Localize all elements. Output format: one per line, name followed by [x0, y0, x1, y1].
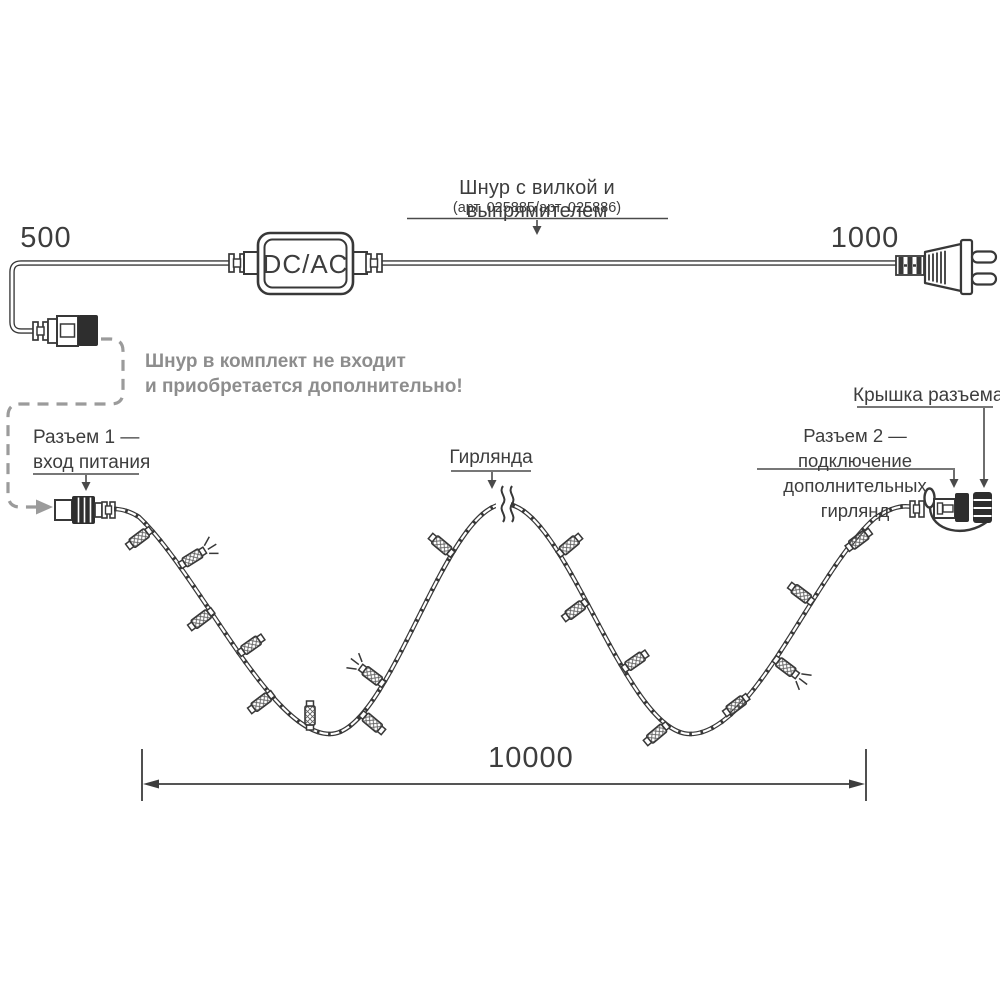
bulb-13 [641, 719, 672, 748]
cord-label-leader [407, 217, 668, 235]
dashed-arrow-head [36, 499, 53, 515]
bulb-2-spark [175, 536, 221, 574]
cord-note: Шнур в комплект не входит и приобретаетс… [145, 349, 463, 399]
connector2-label-leader [757, 468, 959, 488]
bulb-12 [619, 648, 651, 675]
cord-note-line2: и приобретается дополнительно! [145, 376, 463, 397]
garland-wire [113, 501, 913, 737]
garland-label: Гирлянда [449, 447, 533, 468]
connector2-label: Разъем 2 — подключение дополнительных ги… [750, 423, 960, 523]
bulb-15-spark [768, 651, 813, 691]
connector1-label: Разъем 1 — вход питания [33, 425, 150, 475]
bulb-14 [720, 691, 752, 719]
dimension-line [141, 749, 867, 801]
cord-length-left: 500 [20, 222, 72, 254]
cord-end-connector [32, 315, 98, 347]
connector1-leader [33, 473, 139, 491]
bulb-8-spark [345, 651, 390, 691]
bulb-16 [785, 580, 817, 608]
bulb-3 [185, 605, 217, 633]
bulb-1 [123, 524, 155, 552]
connector2-body [955, 493, 969, 522]
cord-subtitle: (арт. 025885/арт. 025886) [452, 200, 622, 216]
connector2-label-line1: Разъем 2 — подключение [797, 425, 913, 471]
power-cord-wire [9, 260, 898, 334]
power-plug [895, 238, 998, 296]
connector2-cap [973, 492, 992, 523]
connector1-plug [54, 496, 116, 524]
connector2-label-line2: дополнительных гирлянд [783, 475, 927, 521]
cord-length-right: 1000 [830, 222, 900, 254]
bulb-17 [843, 526, 875, 554]
cap-label-leader [857, 406, 993, 488]
connector1-label-line2: вход питания [33, 452, 151, 473]
converter-label: DC/AC [262, 249, 349, 279]
garland-label-leader [451, 470, 531, 489]
led-bulbs [123, 524, 875, 748]
bulb-7 [357, 708, 388, 737]
cap-strap [928, 507, 989, 533]
bulb-10 [554, 531, 585, 560]
cord-note-line1: Шнур в комплект не входит [145, 351, 406, 372]
bulb-5 [245, 688, 277, 716]
connector2-assembly [909, 487, 992, 533]
bulb-11 [559, 596, 591, 624]
cord-title: Шнур с вилкой и выпрямителем [459, 177, 615, 222]
cap-label: Крышка разъема [853, 385, 1000, 406]
bulb-6 [304, 700, 316, 731]
bulb-4 [235, 632, 267, 659]
dashed-guide-line [6, 337, 125, 515]
bulb-9 [426, 531, 457, 560]
dc-ac-converter-box [228, 231, 383, 296]
garland-length-total: 10000 [488, 742, 574, 774]
break-mark [496, 485, 515, 523]
connector1-label-line1: Разъем 1 — [33, 427, 140, 448]
